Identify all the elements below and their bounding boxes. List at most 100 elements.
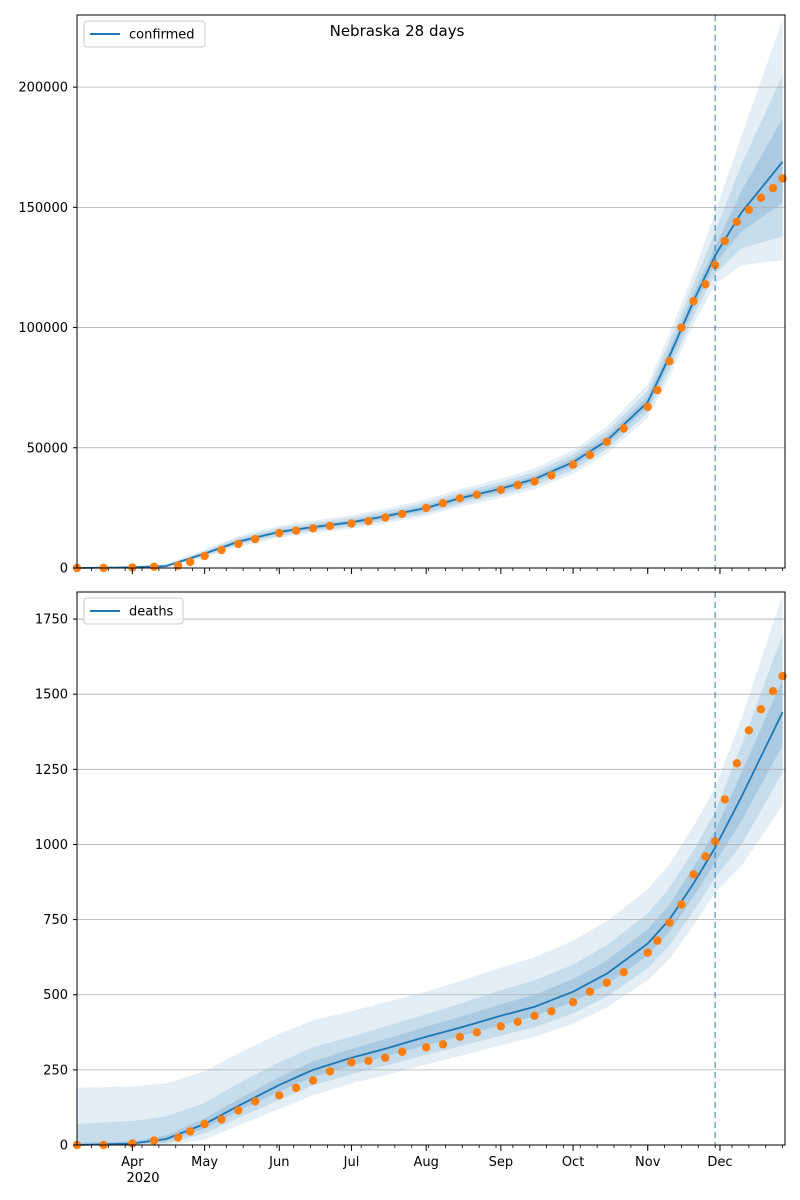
y-tick-label: 1750 (35, 613, 68, 628)
data-point (778, 174, 787, 183)
data-point (732, 217, 741, 226)
panel-confirmed: 0 50000 100000 150000 200000 Nebraska 28 day… (18, 14, 787, 577)
data-point (619, 424, 628, 433)
data-point (381, 1053, 390, 1063)
data-point (234, 539, 243, 549)
data-point (768, 687, 778, 696)
data-point (701, 852, 710, 861)
legend-frame (83, 20, 206, 48)
data-point (325, 1067, 335, 1076)
x-tick-label: Dec (707, 1155, 732, 1170)
y-tick-label: 100000 (18, 321, 68, 336)
legend-label-confirmed: confirmed (129, 28, 195, 43)
data-point (677, 900, 686, 909)
data-point (291, 526, 301, 535)
data-point (585, 450, 595, 460)
data-point (347, 1058, 356, 1067)
data-point (422, 1043, 431, 1052)
data-point (744, 205, 754, 214)
x-tick-label: Jun (268, 1155, 289, 1170)
band-99 (77, 19, 783, 569)
data-point (653, 936, 662, 945)
data-point (643, 948, 652, 957)
x-tick-label: May (191, 1155, 218, 1170)
data-point (547, 471, 556, 480)
data-point (347, 519, 356, 528)
data-point (217, 1115, 226, 1124)
x-tick-label: Nov (635, 1155, 661, 1170)
x-tick-label: Sep (489, 1155, 514, 1170)
data-point (186, 1127, 195, 1136)
data-point (689, 296, 698, 306)
data-point (677, 323, 686, 332)
data-point (149, 1136, 159, 1145)
data-point (275, 528, 284, 538)
deaths-legend: deaths (83, 597, 184, 625)
x-tick-label: Jul (343, 1155, 360, 1170)
median-line (76, 711, 784, 1146)
data-point (720, 236, 729, 246)
confirmed-observed-points (72, 174, 787, 573)
legend-frame (83, 597, 184, 625)
data-point (689, 870, 698, 879)
data-point (701, 280, 710, 289)
y-tick-label: 200000 (18, 81, 68, 96)
deaths-observed-points (72, 672, 787, 1150)
data-point (251, 534, 260, 544)
data-point (602, 437, 611, 446)
y-tick-label: 0 (60, 562, 68, 577)
legend-label-deaths: deaths (129, 605, 174, 620)
data-point (665, 357, 674, 366)
data-point (568, 460, 578, 469)
data-point (530, 477, 539, 486)
data-point (653, 385, 662, 395)
y-tick-label: 50000 (27, 441, 68, 456)
y-tick-label: 0 (60, 1139, 68, 1154)
data-point (619, 968, 628, 977)
data-point (455, 1032, 465, 1042)
data-point (602, 978, 611, 987)
x-year-label: 2020 (126, 1171, 159, 1186)
x-tick-label: Aug (413, 1155, 438, 1170)
data-point (200, 551, 209, 561)
y-tick-label: 250 (43, 1063, 68, 1078)
data-point (364, 516, 373, 526)
data-point (778, 672, 787, 681)
x-tick-label: Oct (562, 1155, 584, 1170)
y-tick-label: 1500 (35, 688, 68, 703)
deaths-median-line (76, 711, 784, 1146)
data-point (422, 503, 431, 513)
data-point (291, 1083, 301, 1093)
data-point (513, 1017, 522, 1026)
data-point (711, 837, 720, 846)
data-point (364, 1056, 373, 1066)
data-point (397, 1047, 407, 1057)
data-point (472, 490, 481, 499)
data-point (128, 1139, 137, 1148)
data-point (438, 498, 448, 508)
band-99 (77, 595, 783, 1145)
deaths-confidence-bands (77, 595, 783, 1145)
y-tick-label: 150000 (18, 201, 68, 216)
data-point (217, 545, 226, 555)
data-point (513, 480, 522, 490)
data-point (149, 562, 159, 571)
data-point (665, 918, 674, 927)
data-point (397, 509, 407, 519)
data-point (768, 183, 778, 193)
data-point (472, 1028, 481, 1037)
data-point (438, 1040, 448, 1049)
chart-title: Nebraska 28 days (330, 22, 465, 40)
data-point (455, 494, 465, 503)
data-point (744, 726, 754, 735)
data-point (547, 1007, 556, 1016)
axes-frame (76, 14, 786, 569)
data-point (251, 1097, 260, 1106)
data-point (325, 521, 335, 531)
deaths-axes (76, 591, 786, 1146)
y-tick-label: 1250 (35, 763, 68, 778)
deaths-x-ticks: Apr May Jun Jul Aug Sep Oct Nov Dec (91, 1145, 783, 1170)
data-point (308, 1076, 318, 1085)
